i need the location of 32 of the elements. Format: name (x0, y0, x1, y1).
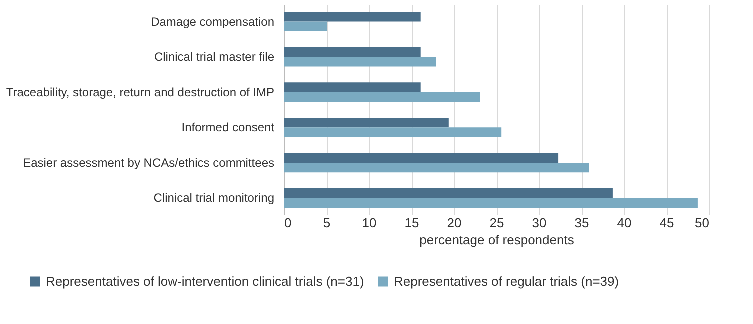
bar (284, 47, 421, 58)
x-tick-label: 10 (362, 216, 377, 230)
x-tick-label: 45 (660, 216, 674, 230)
bar (284, 12, 421, 22)
x-tick-label: 15 (404, 216, 420, 230)
x-axis-title: percentage of respondents (420, 232, 575, 248)
bar (284, 153, 559, 163)
x-tick-label: 50 (695, 216, 710, 230)
bar (284, 128, 502, 138)
bar (284, 22, 328, 32)
x-tick-label: 20 (447, 216, 462, 230)
legend-label: Representatives of low-intervention clinical trials (n=31) (46, 274, 364, 289)
x-tick-label: 5 (323, 216, 331, 230)
y-tick-label: Informed consent (182, 120, 276, 135)
x-tick-label: 40 (617, 216, 632, 230)
bar (284, 82, 421, 92)
y-tick-label: Clinical trial monitoring (154, 191, 274, 206)
y-tick-label: Easier assessment by NCAs/ethics committees (23, 156, 274, 170)
y-tick-label: Traceability, storage, return and destruction of IMP (6, 85, 274, 100)
x-tick-label: 30 (532, 216, 547, 230)
x-tick-label: 25 (490, 216, 504, 230)
y-tick-label: Damage compensation (151, 14, 274, 29)
legend-label: Representatives of regular trials (n=39) (394, 274, 620, 289)
x-tick-label: 35 (574, 216, 590, 230)
bar (284, 162, 590, 173)
bar (284, 198, 698, 208)
bar (284, 92, 480, 102)
bar (284, 188, 613, 198)
bar (284, 57, 436, 67)
y-tick-label: Clinical trial master file (154, 50, 275, 64)
bar (284, 118, 449, 128)
x-tick-label: 0 (284, 216, 292, 230)
